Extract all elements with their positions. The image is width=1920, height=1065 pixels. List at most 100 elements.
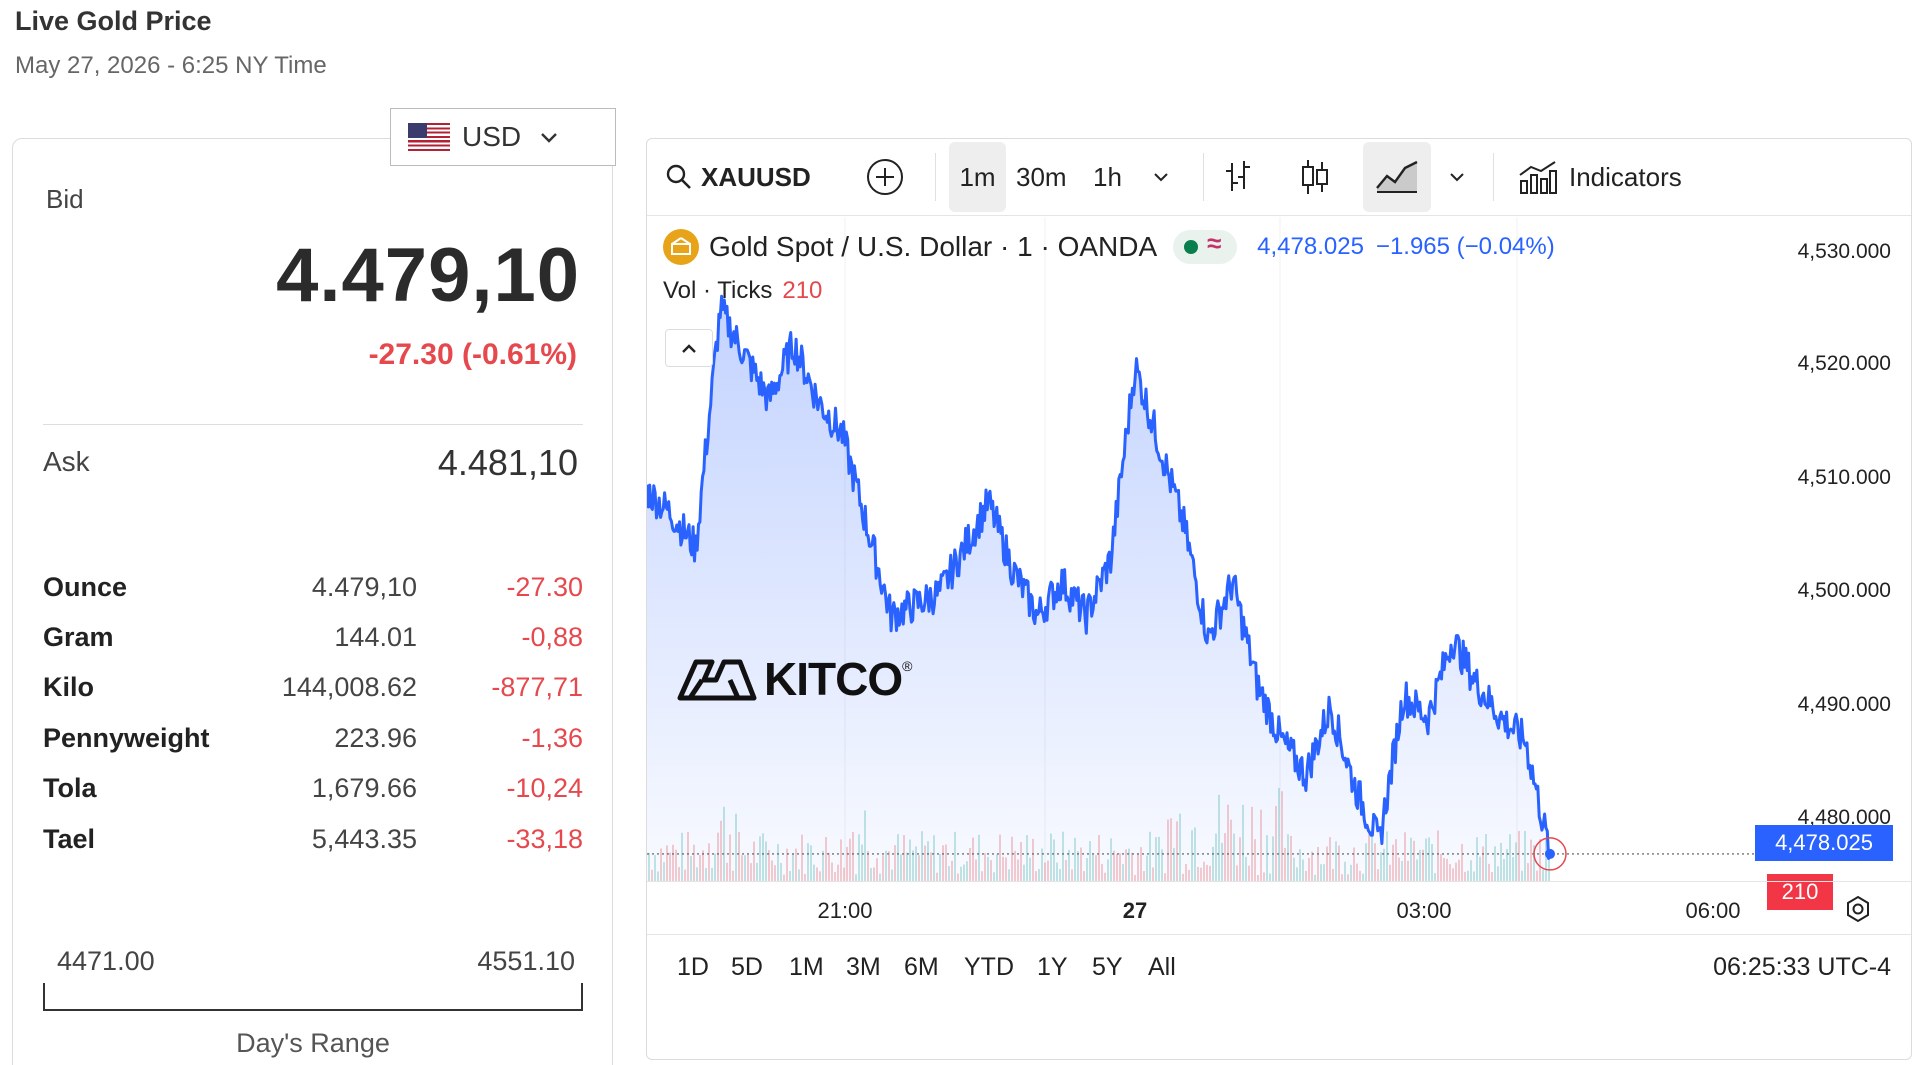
us-flag-icon — [408, 123, 450, 151]
price-tick: 4,490.000 — [1797, 693, 1891, 716]
price-tick: 4,480.000 — [1797, 806, 1891, 829]
date-range-bar: 1D 5D 1M 3M 6M YTD 1Y 5Y All 06:25:33 UT… — [647, 934, 1911, 1004]
range-1y-button[interactable]: 1Y — [1037, 953, 1068, 981]
last-price-ring — [1533, 837, 1567, 871]
unit-row-gram: Gram 144.01 -0,88 — [43, 622, 583, 662]
unit-row-tola: Tola 1,679.66 -10,24 — [43, 773, 583, 813]
unit-row-pennyweight: Pennyweight 223.96 -1,36 — [43, 723, 583, 763]
unit-row-ounce: Ounce 4.479,10 -27.30 — [43, 572, 583, 612]
interval-1h[interactable]: 1h — [1093, 161, 1122, 192]
time-tick: 03:00 — [1396, 898, 1452, 923]
bid-change: -27.30 (-0.61%) — [368, 338, 577, 371]
chevron-up-icon — [682, 344, 696, 353]
day-range-low: 4471.00 — [57, 946, 155, 976]
price-tick: 4,530.000 — [1797, 240, 1891, 263]
range-1m-button[interactable]: 1M — [789, 953, 824, 981]
interval-1m[interactable]: 1m — [949, 142, 1006, 212]
gold-coin-icon — [663, 229, 699, 265]
range-all-button[interactable]: All — [1148, 953, 1176, 981]
unit-name: Tola — [43, 773, 97, 803]
bar-style-button[interactable] — [1222, 142, 1254, 212]
volume-legend-value: 210 — [782, 277, 823, 304]
interval-dropdown[interactable] — [1151, 142, 1171, 212]
area-chart-icon — [1376, 160, 1418, 193]
day-range-caption: Day's Range — [236, 1028, 390, 1058]
unit-change: -10,24 — [506, 773, 583, 803]
interval-30m[interactable]: 30m — [1016, 161, 1067, 192]
time-tick: 06:00 — [1685, 898, 1741, 923]
collapse-legend-button[interactable] — [665, 329, 713, 367]
unit-name: Gram — [43, 622, 114, 652]
chevron-down-icon — [541, 133, 557, 143]
chart-toolbar: XAUUSD 1m 30m 1h Indicators — [647, 139, 1911, 216]
unit-name: Tael — [43, 824, 96, 854]
market-open-dot — [1184, 240, 1199, 254]
range-ytd-button[interactable]: YTD — [964, 953, 1014, 981]
price-area-fill — [647, 296, 1550, 881]
price-panel — [12, 138, 613, 1065]
indicators-label: Indicators — [1569, 161, 1682, 192]
range-3m-button[interactable]: 3M — [846, 953, 881, 981]
unit-price: 4.479,10 — [311, 572, 417, 602]
page-title: Live Gold Price — [15, 6, 212, 36]
currency-label: USD — [462, 121, 522, 152]
chart-style-dropdown[interactable] — [1447, 142, 1467, 212]
unit-change: -33,18 — [506, 824, 583, 854]
unit-price: 223.96 — [334, 723, 417, 753]
chart-widget: XAUUSD 1m 30m 1h Indicators — [646, 138, 1912, 1060]
unit-row-tael: Tael 5,443.35 -33,18 — [43, 824, 583, 864]
range-5y-button[interactable]: 5Y — [1092, 953, 1123, 981]
chart-legend: Gold Spot / U.S. Dollar · 1 · OANDA ≈ 4,… — [663, 227, 1555, 267]
toolbar-separator — [935, 153, 936, 201]
candle-style-button[interactable] — [1299, 142, 1331, 212]
unit-name: Kilo — [43, 672, 94, 702]
currency-select[interactable]: USD — [390, 108, 616, 166]
range-1d-button[interactable]: 1D — [677, 953, 709, 981]
price-tick: 4,500.000 — [1797, 579, 1891, 602]
last-volume-label: 210 — [1767, 874, 1833, 910]
bid-price: 4.479,10 — [276, 233, 580, 318]
kitco-wordmark: KITCO — [764, 653, 903, 705]
toolbar-separator — [1203, 153, 1204, 201]
kitco-logo-icon — [677, 659, 757, 701]
unit-price: 1,679.66 — [311, 773, 417, 803]
candlestick-icon — [1302, 160, 1328, 194]
time-axis[interactable]: 21:00 27 03:00 06:00 — [647, 881, 1911, 933]
indicators-button[interactable]: Indicators — [1517, 142, 1682, 212]
price-line — [647, 294, 1552, 860]
unit-name: Pennyweight — [43, 723, 210, 753]
kitco-watermark: KITCO ® — [676, 649, 912, 709]
legend-title: Gold Spot / U.S. Dollar · 1 · OANDA — [709, 231, 1158, 262]
area-style-button[interactable] — [1363, 142, 1431, 212]
divider — [43, 424, 583, 425]
legend-price: 4,478.025 — [1257, 233, 1364, 260]
unit-price: 144.01 — [334, 622, 417, 652]
ohlc-bars-icon — [1226, 161, 1250, 191]
range-5d-button[interactable]: 5D — [731, 953, 763, 981]
symbol-search-button[interactable]: XAUUSD — [665, 142, 811, 212]
unit-change: -0,88 — [521, 622, 583, 652]
price-chart[interactable] — [647, 217, 1912, 881]
indicators-icon — [1519, 161, 1557, 194]
compare-symbol-button[interactable] — [865, 142, 905, 212]
unit-change: -1,36 — [521, 723, 583, 753]
volume-legend-label: Vol · Ticks — [663, 277, 773, 304]
legend-change: −1.965 (−0.04%) — [1375, 233, 1555, 260]
chevron-down-icon — [1450, 173, 1464, 182]
delayed-data-icon: ≈ — [1207, 228, 1222, 258]
time-tick-day: 27 — [1122, 898, 1148, 923]
price-tick: 4,510.000 — [1797, 466, 1891, 489]
settings-icon[interactable] — [1843, 894, 1873, 924]
symbol-label: XAUUSD — [701, 161, 811, 192]
time-tick: 21:00 — [817, 898, 873, 923]
last-price-label: 4,478.025 — [1755, 825, 1893, 861]
unit-change: -877,71 — [491, 672, 583, 702]
unit-price: 144,008.62 — [281, 672, 417, 702]
ask-label: Ask — [43, 446, 90, 477]
unit-row-kilo: Kilo 144,008.62 -877,71 — [43, 672, 583, 712]
registered-mark: ® — [902, 658, 913, 674]
day-range-bar — [43, 983, 583, 1011]
price-tick: 4,520.000 — [1797, 352, 1891, 375]
range-6m-button[interactable]: 6M — [904, 953, 939, 981]
market-status-badge: ≈ — [1173, 228, 1238, 264]
